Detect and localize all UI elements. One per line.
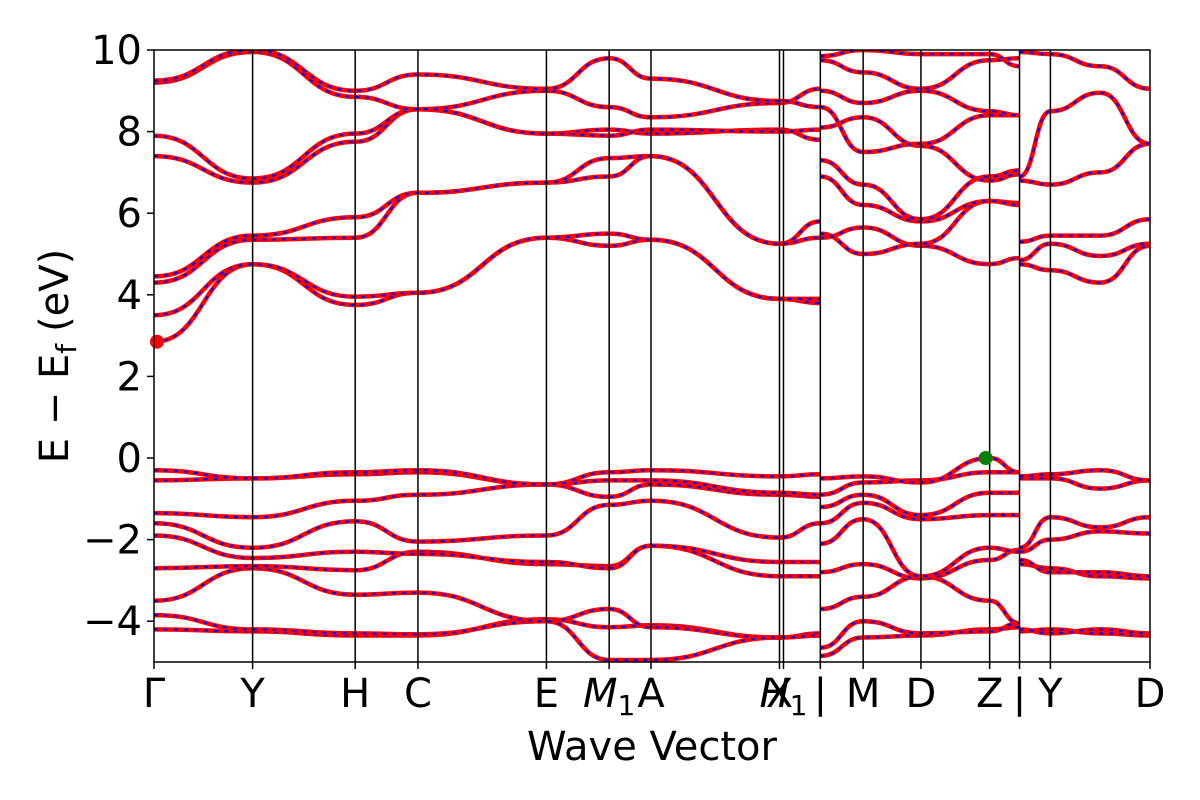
x-tick-label: Z	[976, 671, 1003, 717]
x-tick-label: H1	[760, 671, 808, 722]
band-line-dashed	[820, 57, 1020, 90]
x-tick-label: M1	[583, 671, 635, 722]
plot-area-frame	[153, 49, 1151, 663]
band-line-dashed	[154, 232, 821, 317]
band-line-dashed	[820, 548, 1020, 580]
special-point-markers	[149, 334, 993, 465]
x-tick-label: D	[1135, 671, 1166, 717]
x-tick-label: Y	[239, 671, 265, 717]
x-tick-label: X	[766, 671, 793, 717]
band-line-dashed	[820, 106, 1020, 154]
band-line-solid	[154, 106, 821, 185]
band-line-dashed	[820, 491, 1020, 517]
y-tick-label: −2	[83, 518, 142, 564]
y-axis-title-main: E − E	[32, 354, 78, 464]
x-tick-label: |	[814, 671, 827, 717]
band-line-solid	[1019, 50, 1150, 92]
band-line-solid	[154, 498, 821, 551]
band-line-dashed	[1019, 516, 1150, 549]
band-line-solid	[1019, 217, 1150, 245]
band-line-dashed	[1019, 51, 1150, 90]
band-extremum-marker	[149, 334, 164, 349]
band-line-dashed	[154, 236, 821, 343]
band-line-dashed	[154, 534, 821, 570]
y-axis-ticks: −4 −2 0 2 4 6 8 10	[83, 28, 154, 645]
y-axis-title-unit: (eV)	[32, 249, 78, 332]
band-line-dashed	[154, 567, 821, 661]
band-line-dashed	[1019, 242, 1150, 262]
band-line-solid	[1019, 476, 1150, 491]
y-tick-label: 2	[117, 354, 142, 400]
band-line-solid	[1018, 90, 1150, 179]
x-tick-label: C	[404, 671, 432, 717]
band-line-dashed	[154, 50, 821, 119]
band-line-solid	[154, 467, 821, 487]
band-line-dashed	[1019, 91, 1150, 178]
band-line-dashed	[154, 483, 821, 519]
x-tick-label: |	[1013, 671, 1026, 717]
band-line-solid	[1019, 243, 1150, 285]
y-tick-label: 8	[117, 110, 142, 156]
y-axis-title-subscript: f	[50, 343, 83, 354]
x-axis-title: Wave Vector	[527, 724, 778, 770]
kpoint-divider-lines	[251, 50, 1052, 662]
y-tick-label: 6	[117, 191, 142, 237]
band-line-dashed	[154, 155, 821, 278]
band-line-solid	[1019, 557, 1150, 579]
x-tick-label: M	[846, 671, 881, 717]
y-axis-title: E − Ef (eV)	[32, 249, 83, 464]
band-line-solid	[154, 106, 821, 181]
band-line-dashed	[820, 89, 1020, 117]
band-line-dashed	[154, 108, 821, 184]
x-axis-ticks: Γ Y H C E M1 A XH1 | M D Z | Y D	[143, 662, 1166, 722]
y-tick-label: 4	[117, 273, 142, 319]
y-tick-label: 0	[117, 436, 142, 482]
band-line-solid	[1019, 141, 1150, 187]
band-line-dashed	[1019, 244, 1150, 284]
band-line-dashed	[154, 50, 821, 109]
band-line-solid	[154, 231, 821, 318]
band-lines	[154, 50, 1150, 662]
band-line-solid	[1019, 467, 1150, 483]
band-extremum-marker	[978, 451, 993, 465]
x-tick-label: H	[340, 671, 370, 717]
x-tick-label: Y	[1037, 671, 1063, 717]
band-line-solid	[1019, 627, 1150, 636]
band-line-dashed	[820, 575, 1020, 625]
y-tick-label: 10	[91, 28, 142, 74]
x-tick-label: Γ	[143, 671, 166, 717]
y-tick-label: −4	[83, 599, 142, 645]
band-line-solid	[154, 543, 821, 579]
band-line-solid	[1019, 529, 1150, 555]
band-line-dashed	[154, 469, 821, 486]
band-line-dashed	[820, 626, 1020, 657]
band-line-solid	[154, 565, 821, 662]
band-line-dashed	[154, 499, 821, 549]
x-tick-label: D	[906, 671, 937, 717]
x-tick-label: E	[534, 671, 559, 717]
band-line-dashed	[820, 226, 1020, 266]
band-line-solid	[154, 235, 821, 344]
x-tick-label: A	[637, 671, 665, 717]
band-line-dashed	[154, 108, 821, 180]
